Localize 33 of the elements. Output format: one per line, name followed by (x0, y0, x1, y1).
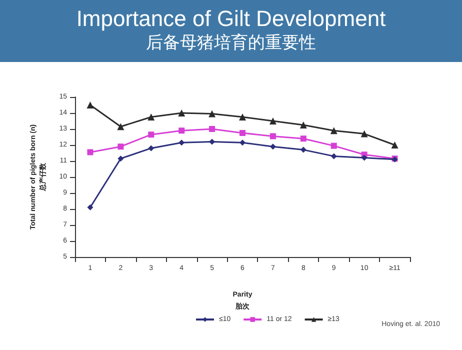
point (209, 126, 216, 132)
point (330, 153, 337, 160)
chart-subtitle: 后备母猪培育的重要性 (145, 32, 317, 54)
point (240, 140, 246, 146)
point (270, 133, 276, 140)
point (360, 130, 368, 138)
point (209, 138, 216, 145)
point (330, 142, 337, 149)
point (118, 156, 124, 162)
point (391, 142, 398, 148)
point (178, 140, 185, 146)
point (148, 132, 154, 138)
point (118, 144, 124, 150)
point (148, 145, 154, 152)
chart-title: Importance of Gilt Development (75, 6, 387, 32)
point (269, 118, 276, 124)
point (208, 110, 216, 118)
point (239, 114, 246, 120)
point (178, 110, 186, 116)
point (300, 146, 306, 153)
point (270, 144, 276, 150)
point (148, 114, 155, 120)
point (361, 154, 368, 161)
point (87, 149, 94, 156)
point (300, 122, 307, 128)
point (86, 102, 94, 108)
point (117, 123, 124, 130)
point (240, 130, 246, 136)
point (330, 127, 338, 134)
point (300, 136, 306, 142)
point (87, 204, 94, 210)
header-banner: Importance of Gilt Development 后备母猪培育的重要性 (0, 0, 462, 62)
point (178, 128, 185, 134)
